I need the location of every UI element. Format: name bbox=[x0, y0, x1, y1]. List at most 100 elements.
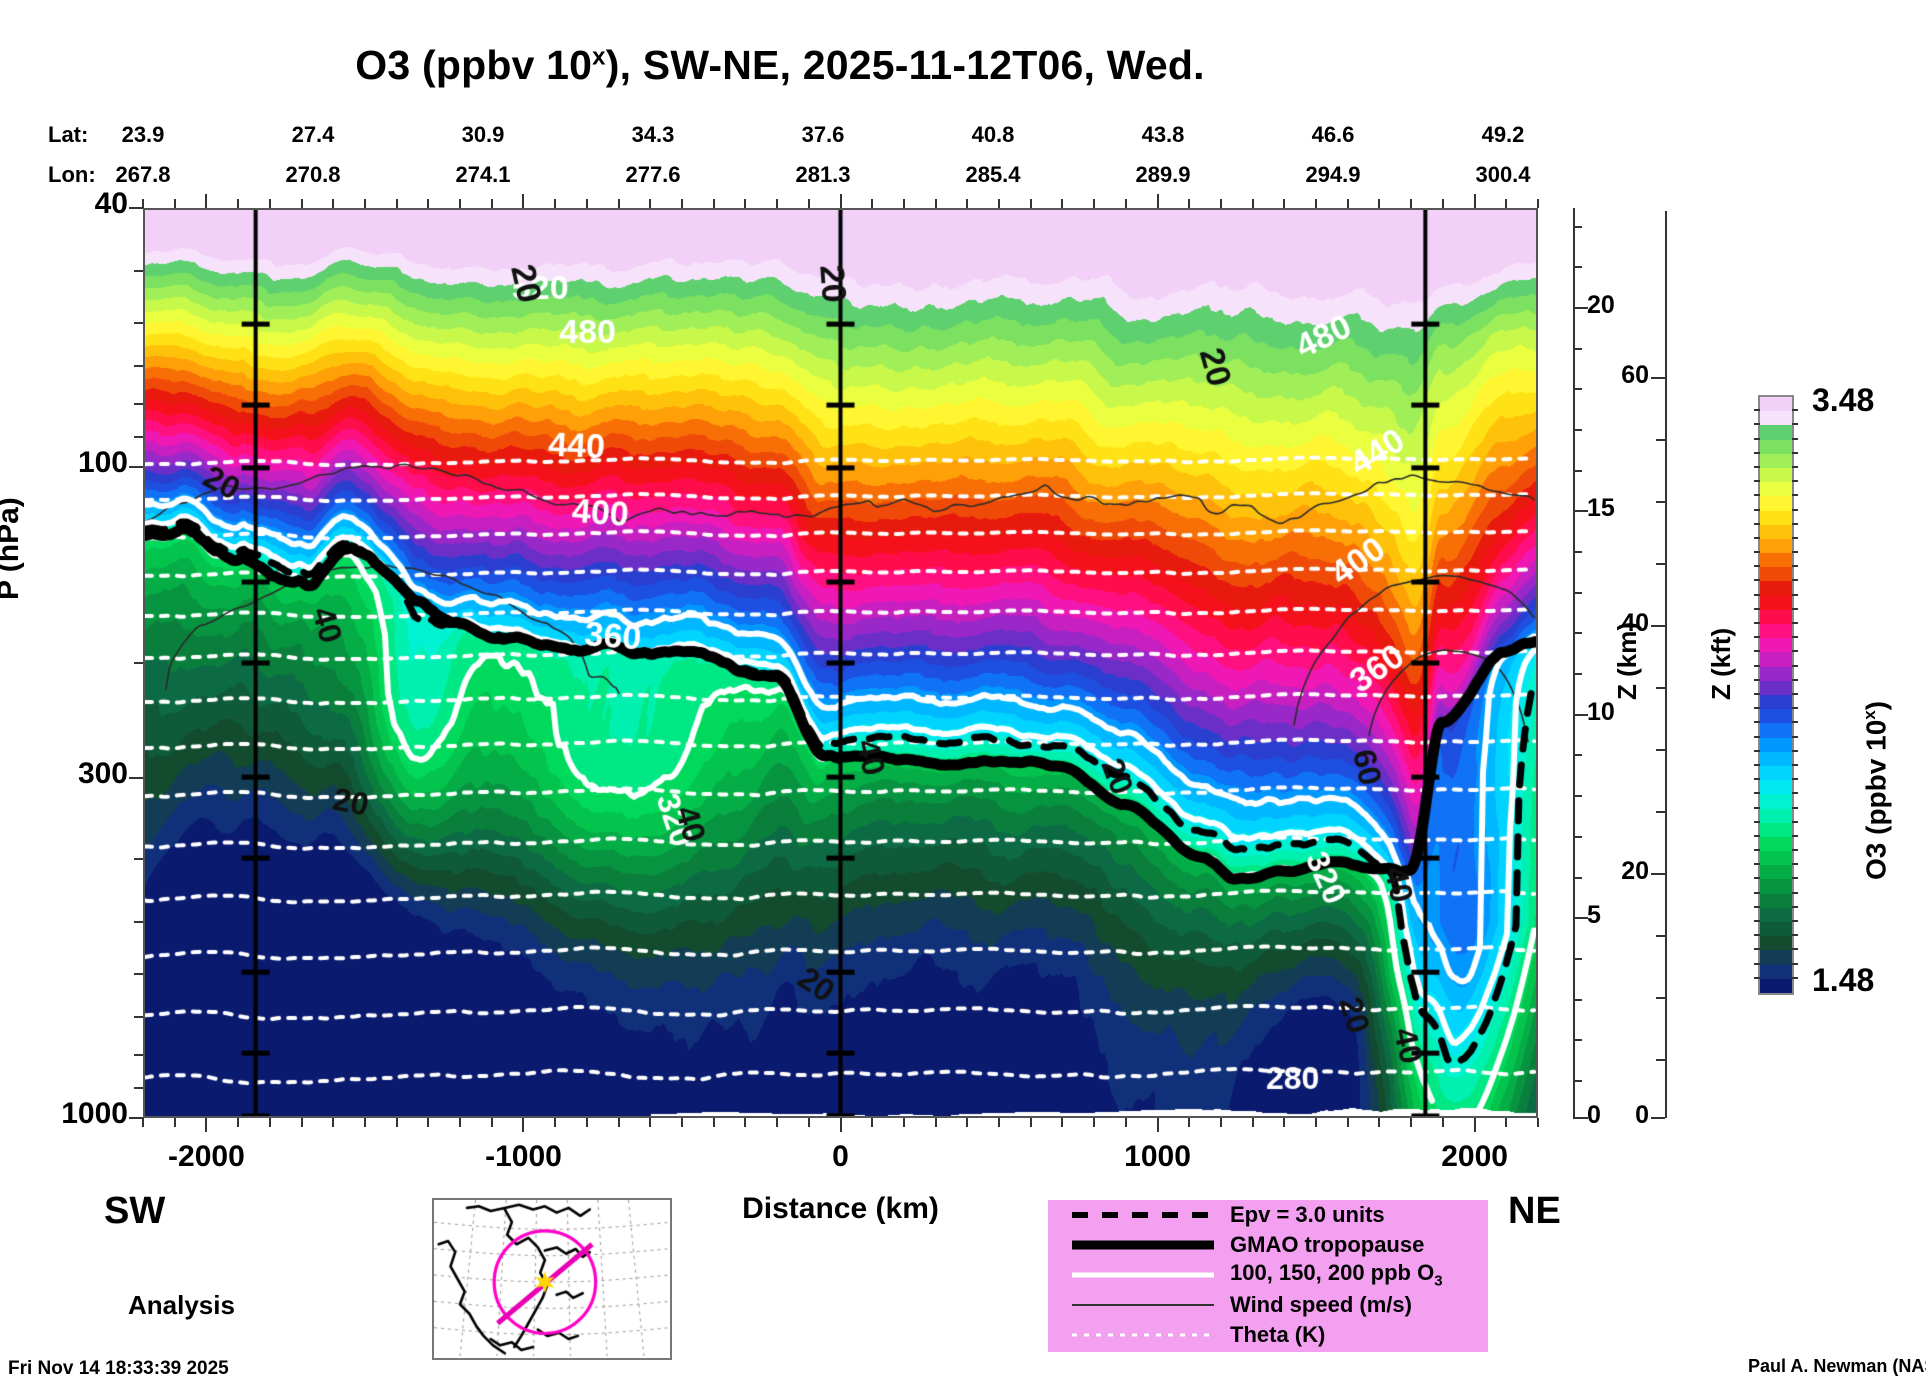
latitude-value-0: 23.9 bbox=[121, 122, 165, 147]
x-tick-mark-top bbox=[1251, 199, 1254, 208]
colorbar-segment bbox=[1760, 751, 1792, 766]
z-km-minor-tick bbox=[1573, 429, 1582, 431]
x-tick-mark bbox=[363, 1118, 366, 1127]
x-tick-mark-top bbox=[1156, 194, 1159, 208]
legend-label-0: Epv = 3.0 units bbox=[1230, 1202, 1385, 1227]
z-km-minor-tick bbox=[1573, 551, 1582, 554]
x-tick-mark bbox=[934, 1118, 937, 1127]
x-tick-mark-top bbox=[395, 199, 398, 208]
z-kft-tick-0: 0 bbox=[1635, 1101, 1649, 1129]
colorbar-segment bbox=[1760, 524, 1792, 539]
x-tick-mark bbox=[744, 1118, 747, 1127]
colorbar-segment bbox=[1760, 737, 1792, 752]
colorbar-segment bbox=[1760, 709, 1792, 724]
colorbar-tick bbox=[1792, 579, 1798, 582]
colorbar-tick bbox=[1792, 423, 1798, 426]
author-credit: Paul A. Newman (NASA bbox=[1748, 1356, 1926, 1376]
x-tick-mark-top bbox=[1283, 199, 1286, 208]
z-km-minor-tick bbox=[1573, 225, 1582, 228]
x-axis-tick-2: 0 bbox=[832, 1140, 849, 1173]
colorbar-tick bbox=[1792, 792, 1798, 795]
latitude-value-6: 43.8 bbox=[1141, 122, 1185, 147]
x-tick-mark bbox=[554, 1118, 557, 1127]
z-km-minor-tick bbox=[1573, 876, 1582, 879]
colorbar-tick bbox=[1792, 480, 1798, 483]
colorbar-tick bbox=[1754, 877, 1760, 880]
colorbar-tick bbox=[1754, 678, 1760, 681]
x-tick-mark bbox=[998, 1118, 1001, 1127]
z-kft-tick-mark bbox=[1651, 624, 1665, 627]
colorbar-tick bbox=[1754, 934, 1760, 937]
y-minor-tick bbox=[134, 1087, 143, 1090]
colorbar-tick bbox=[1792, 664, 1798, 667]
colorbar-tick bbox=[1792, 763, 1798, 766]
z-km-tick-5: 5 bbox=[1587, 901, 1601, 930]
x-tick-mark bbox=[332, 1118, 335, 1127]
colorbar-tick bbox=[1754, 465, 1760, 468]
colorbar-segment bbox=[1760, 879, 1792, 894]
x-tick-mark-top bbox=[554, 199, 557, 208]
x-tick-mark bbox=[1124, 1118, 1127, 1127]
colorbar-tick bbox=[1754, 976, 1760, 979]
colorbar-tick bbox=[1754, 806, 1760, 809]
colorbar-segment bbox=[1760, 950, 1792, 965]
y-minor-tick bbox=[134, 402, 143, 405]
longitude-value-3: 277.6 bbox=[625, 162, 681, 187]
colorbar-tick bbox=[1792, 891, 1798, 894]
z-km-tick-mark bbox=[1573, 306, 1588, 309]
latitude-value-5: 40.8 bbox=[971, 122, 1015, 147]
colorbar-tick bbox=[1754, 536, 1760, 539]
z-kft-minor-tick bbox=[1656, 996, 1665, 999]
cross-section-plot[interactable] bbox=[143, 208, 1538, 1118]
x-axis-tick-3: 1000 bbox=[1124, 1140, 1191, 1173]
x-tick-mark bbox=[142, 1118, 144, 1127]
colorbar-segment bbox=[1760, 467, 1792, 483]
colorbar-segment bbox=[1760, 695, 1792, 710]
x-tick-mark bbox=[1441, 1118, 1444, 1127]
y-minor-tick bbox=[134, 270, 143, 273]
z-km-minor-tick bbox=[1573, 266, 1582, 269]
title-post: ), SW-NE, 2025-11-12T06, Wed. bbox=[605, 42, 1205, 88]
x-tick-mark bbox=[680, 1118, 683, 1127]
colorbar-segment bbox=[1760, 553, 1792, 568]
colorbar-tick bbox=[1792, 494, 1798, 497]
colorbar-tick bbox=[1754, 905, 1760, 908]
colorbar-segment bbox=[1760, 666, 1792, 681]
inset-location-map[interactable] bbox=[432, 1198, 672, 1360]
legend-label-1: GMAO tropopause bbox=[1230, 1232, 1425, 1257]
colorbar-tick bbox=[1792, 451, 1798, 454]
x-tick-mark-top bbox=[142, 199, 144, 208]
x-axis-tick-4: 2000 bbox=[1441, 1140, 1508, 1173]
colorbar-segment bbox=[1760, 893, 1792, 908]
x-tick-mark bbox=[237, 1118, 240, 1127]
z-km-minor-tick bbox=[1573, 998, 1582, 1001]
legend-item-4: Theta (K) bbox=[1048, 1320, 1488, 1350]
x-tick-mark bbox=[300, 1118, 303, 1127]
z-km-minor-tick bbox=[1573, 347, 1582, 350]
x-tick-mark-top bbox=[490, 199, 493, 208]
x-tick-mark bbox=[1346, 1118, 1349, 1127]
y-minor-tick bbox=[134, 365, 143, 368]
y-tick-mark bbox=[129, 776, 143, 779]
y-minor-tick bbox=[134, 972, 143, 975]
x-tick-mark-top bbox=[902, 199, 905, 208]
colorbar-tick bbox=[1754, 636, 1760, 639]
x-tick-mark-top bbox=[1124, 199, 1127, 208]
colorbar-tick bbox=[1792, 735, 1798, 738]
y-minor-tick bbox=[134, 1053, 143, 1056]
z-km-minor-tick bbox=[1573, 1039, 1582, 1042]
colorbar-tick bbox=[1754, 849, 1760, 852]
colorbar-segment bbox=[1760, 538, 1792, 554]
x-tick-mark bbox=[585, 1118, 588, 1127]
colorbar-tick bbox=[1792, 877, 1798, 880]
z-km-minor-tick bbox=[1573, 388, 1582, 391]
colorbar-tick bbox=[1792, 636, 1798, 639]
colorbar-tick bbox=[1754, 834, 1760, 837]
z-km-axis-line bbox=[1573, 208, 1575, 1118]
y-minor-tick bbox=[134, 321, 143, 324]
x-tick-mark bbox=[1156, 1118, 1159, 1132]
colorbar-tick bbox=[1754, 437, 1760, 440]
x-tick-mark-top bbox=[744, 199, 747, 208]
colorbar-tick bbox=[1792, 536, 1798, 539]
legend-item-2: 100, 150, 200 ppb O3 bbox=[1048, 1260, 1488, 1290]
